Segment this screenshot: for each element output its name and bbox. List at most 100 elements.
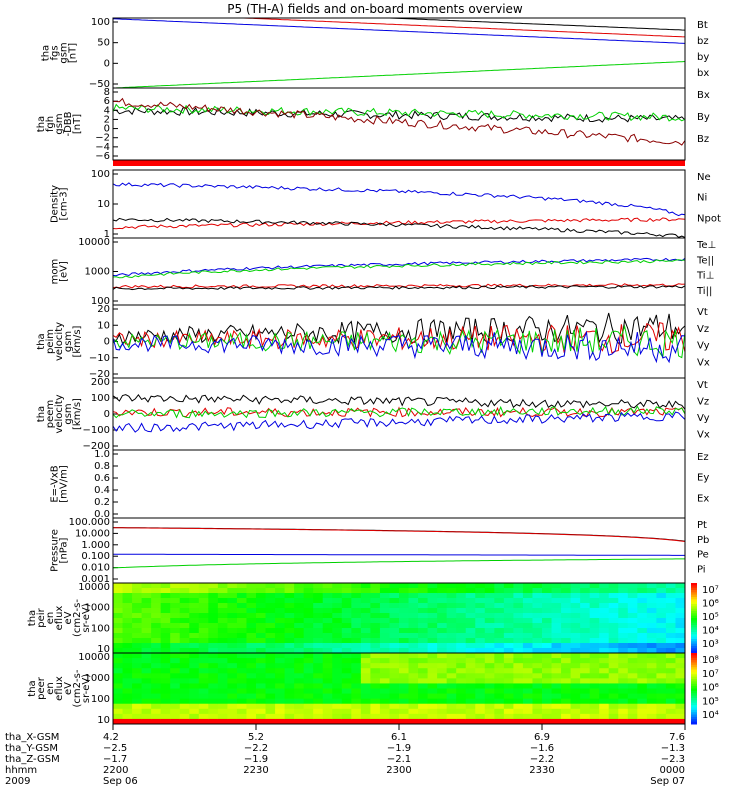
heatmap-cell [265, 693, 276, 700]
colorbar-step [691, 636, 697, 640]
heatmap-cell [542, 633, 553, 639]
heatmap-cell [408, 613, 419, 619]
heatmap-cell [503, 668, 514, 674]
heatmap-cell [522, 603, 533, 609]
heatmap-cell [637, 633, 648, 639]
heatmap-cell [656, 693, 667, 700]
ylabel-line: peim [45, 329, 56, 354]
heatmap-cell [646, 668, 657, 674]
heatmap-cell [236, 608, 247, 614]
heatmap-cell [637, 688, 648, 695]
heatmap-cell [446, 598, 457, 604]
legend-by: by [697, 52, 709, 63]
heatmap-cell [132, 613, 143, 619]
heatmap-cell [570, 593, 581, 599]
heatmap-cell [637, 583, 648, 589]
heatmap-cell [618, 603, 629, 609]
ytick-label: −10 [89, 353, 110, 364]
heatmap-cell [341, 623, 352, 629]
heatmap-cell [599, 678, 610, 684]
heatmap-cell [141, 628, 152, 634]
colorbar-step [691, 695, 697, 699]
heatmap-cell [570, 618, 581, 624]
heatmap-cell [284, 598, 295, 604]
heatmap-cell [637, 588, 648, 594]
heatmap-cell [484, 688, 495, 695]
heatmap-cell [437, 688, 448, 695]
heatmap-cell [580, 608, 591, 614]
heatmap-cell [484, 593, 495, 599]
heatmap-cell [503, 713, 514, 720]
heatmap-cell [160, 683, 171, 689]
heatmap-cell [561, 668, 572, 674]
heatmap-cell [675, 648, 686, 654]
heatmap-cell [141, 668, 152, 674]
heatmap-cell [256, 618, 267, 624]
heatmap-cell [656, 673, 667, 679]
heatmap-cell [551, 658, 562, 664]
heatmap-cell [389, 648, 400, 654]
heatmap-cell [284, 653, 295, 659]
heatmap-cell [446, 668, 457, 674]
heatmap-cell [608, 628, 619, 634]
heatmap-cell [217, 643, 228, 649]
heatmap-cell [141, 593, 152, 599]
heatmap-cell [494, 633, 505, 639]
heatmap-cell [351, 633, 362, 639]
heatmap-cell [122, 678, 133, 684]
heatmap-cell [275, 623, 286, 629]
heatmap-cell [217, 613, 228, 619]
heatmap-cell [542, 683, 553, 689]
heatmap-cell [665, 663, 676, 669]
heatmap-cell [437, 628, 448, 634]
heatmap-cell [580, 648, 591, 654]
heatmap-cell [522, 713, 533, 720]
colorbar-step [691, 702, 697, 706]
heatmap-cell [179, 713, 190, 720]
heatmap-cell [446, 708, 457, 715]
heatmap-cell [122, 603, 133, 609]
ylabel-line: gsm [63, 331, 74, 352]
legend-Vx: Vx [697, 430, 710, 441]
heatmap-cell [141, 673, 152, 679]
heatmap-cell [408, 718, 419, 725]
heatmap-cell [313, 673, 324, 679]
ytick-label: 10000 [78, 237, 110, 248]
heatmap-cell [132, 648, 143, 654]
heatmap-cell [189, 713, 200, 720]
heatmap-cell [360, 653, 371, 659]
heatmap-cell [465, 698, 476, 705]
heatmap-cell [370, 598, 381, 604]
heatmap-cell [160, 708, 171, 715]
heatmap-cell [446, 638, 457, 644]
heatmap-cell [236, 713, 247, 720]
heatmap-cell [122, 713, 133, 720]
heatmap-cell [551, 698, 562, 705]
heatmap-cell [246, 638, 257, 644]
heatmap-cell [379, 678, 390, 684]
heatmap-cell [608, 653, 619, 659]
heatmap-cell [141, 618, 152, 624]
heatmap-cell [313, 638, 324, 644]
heatmap-cell [522, 708, 533, 715]
heatmap-cell [589, 608, 600, 614]
heatmap-cell [484, 653, 495, 659]
colorbar-step [691, 660, 697, 663]
heatmap-cell [360, 643, 371, 649]
heatmap-cell [532, 653, 543, 659]
xaxis-value: 2200 [103, 765, 128, 776]
heatmap-cell [236, 638, 247, 644]
heatmap-cell [570, 648, 581, 654]
heatmap-cell [360, 623, 371, 629]
heatmap-cell [589, 658, 600, 664]
heatmap-cell [532, 608, 543, 614]
heatmap-cell [322, 623, 333, 629]
heatmap-cell [341, 633, 352, 639]
heatmap-cell [503, 653, 514, 659]
heatmap-cell [236, 658, 247, 664]
heatmap-cell [532, 598, 543, 604]
heatmap-cell [475, 613, 486, 619]
